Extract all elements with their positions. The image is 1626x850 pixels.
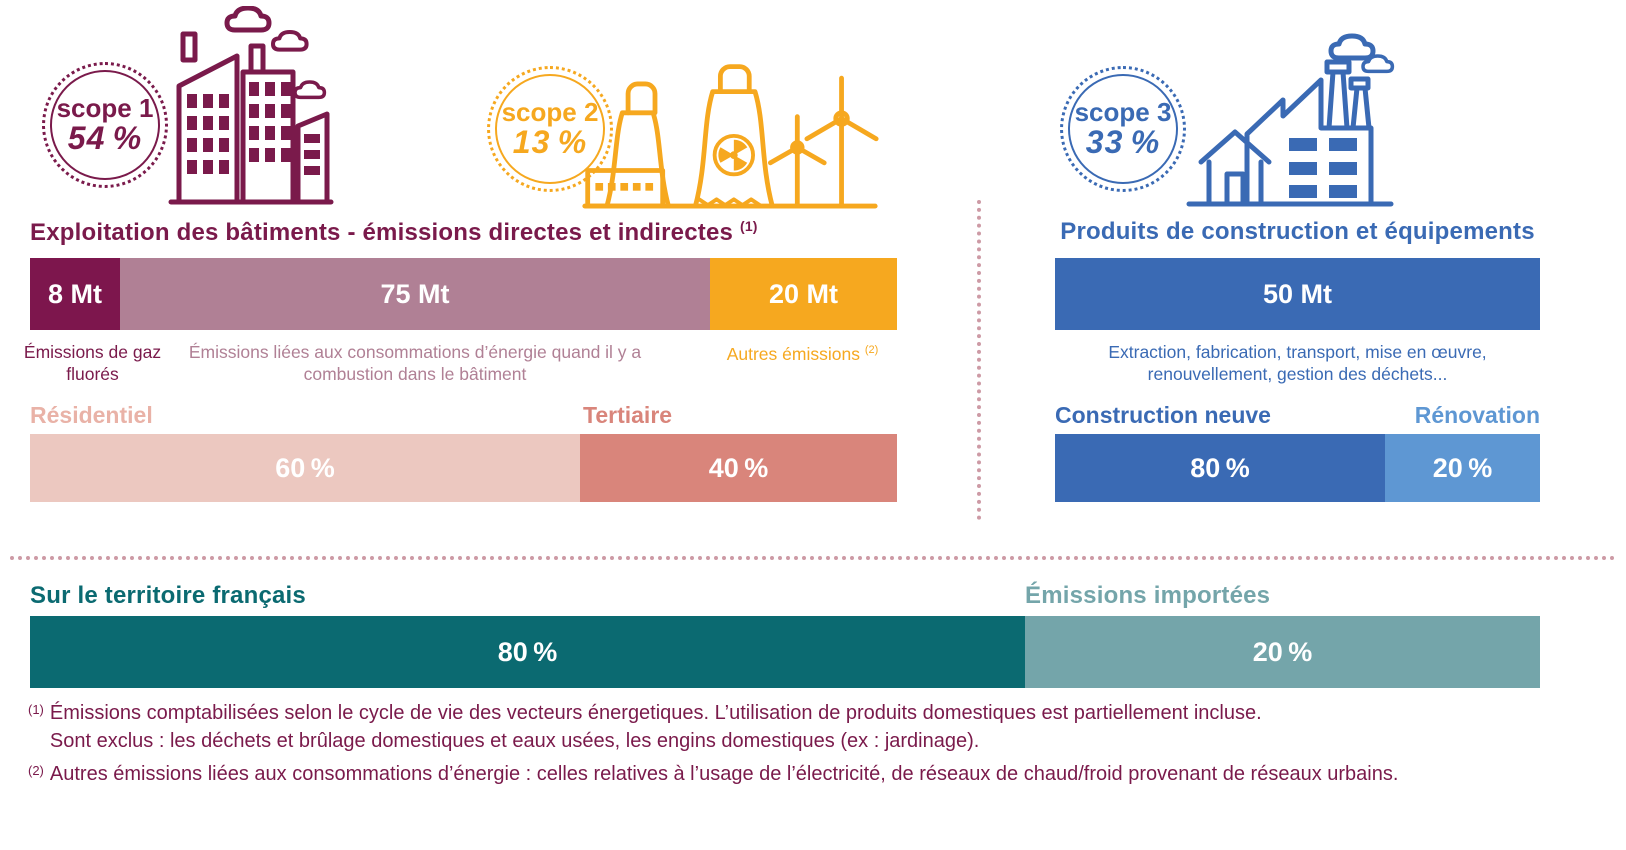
bar-segment-autres: 20 Mt (710, 258, 897, 330)
dotted-divider-horizontal (10, 556, 1616, 560)
importees-label: Émissions importées (1025, 582, 1271, 609)
scope3-badge: scope 3 33 % (1060, 66, 1186, 192)
bar-segment-residentiel: 60 % (30, 434, 580, 502)
footnote-1-line2: Sont exclus : les déchets et brûlage dom… (49, 730, 980, 753)
scope3-label: scope 3 (1074, 96, 1172, 127)
scope3-percent: 33 % (1085, 123, 1161, 160)
renovation-label: Rénovation (1414, 402, 1540, 428)
footnote-2: (2) Autres émissions liées aux consommat… (28, 760, 1608, 788)
bar-segment-tertiaire: 40 % (580, 434, 897, 502)
caption-gaz-fluores: Émissions de gaz fluorés (23, 342, 162, 384)
construction-title: Produits de construction et équipements (1060, 218, 1535, 245)
scope2-badge: scope 2 13 % (487, 66, 613, 192)
scope2-percent: 13 % (512, 123, 588, 160)
scope1-badge: scope 1 54 % (42, 62, 168, 188)
caption-autres-text: Autres émissions (726, 344, 860, 364)
residentiel-tertiaire-bar: 60 % 40 % (30, 434, 897, 502)
scope1-percent: 54 % (67, 119, 143, 156)
footnote-1-line1: Émissions comptabilisées selon le cycle … (49, 702, 1262, 724)
city-buildings-icon (168, 6, 334, 205)
dotted-divider-vertical (977, 200, 981, 520)
tertiaire-label: Tertiaire (583, 402, 673, 428)
factory-house-icon (1186, 33, 1395, 207)
footnote-1: (1) Émissions comptabilisées selon le cy… (28, 699, 1608, 756)
exploitation-title-footnote-ref: (1) (739, 218, 758, 234)
caption-autres-footnote-ref: (2) (864, 344, 879, 357)
construction-bar: 50 Mt (1055, 258, 1540, 330)
footnote-2-marker: (2) (28, 763, 44, 778)
neuve-renovation-bar: 80 % 20 % (1055, 434, 1540, 502)
scope2-label: scope 2 (501, 96, 599, 127)
bar-segment-construction-total: 50 Mt (1055, 258, 1540, 330)
power-plant-wind-turbines-icon (582, 64, 879, 209)
bar-segment-renovation: 20 % (1385, 434, 1540, 502)
exploitation-bar: 8 Mt 75 Mt 20 Mt (30, 258, 897, 330)
footnote-2-line1: Autres émissions liées aux consommations… (49, 763, 1399, 785)
territoire-label: Sur le territoire français (30, 582, 306, 609)
construction-caption: Extraction, fabrication, transport, mise… (1108, 342, 1487, 384)
bar-segment-combustion: 75 Mt (120, 258, 710, 330)
residentiel-label: Résidentiel (30, 402, 153, 428)
bar-segment-gaz-fluores: 8 Mt (30, 258, 120, 330)
territoire-bar: 80 % 20 % (30, 616, 1540, 688)
caption-combustion: Émissions liées aux consommations d’éner… (188, 342, 642, 384)
scope1-label: scope 1 (56, 92, 154, 123)
footnote-1-marker: (1) (28, 702, 44, 717)
exploitation-title-text: Exploitation des bâtiments - émissions d… (30, 219, 734, 246)
caption-autres: Autres émissions (2) (705, 344, 900, 366)
exploitation-title: Exploitation des bâtiments - émissions d… (30, 218, 930, 247)
bar-segment-emissions-importees: 20 % (1025, 616, 1540, 688)
bar-segment-territoire-francais: 80 % (30, 616, 1025, 688)
construction-neuve-label: Construction neuve (1055, 402, 1271, 428)
bar-segment-construction-neuve: 80 % (1055, 434, 1385, 502)
